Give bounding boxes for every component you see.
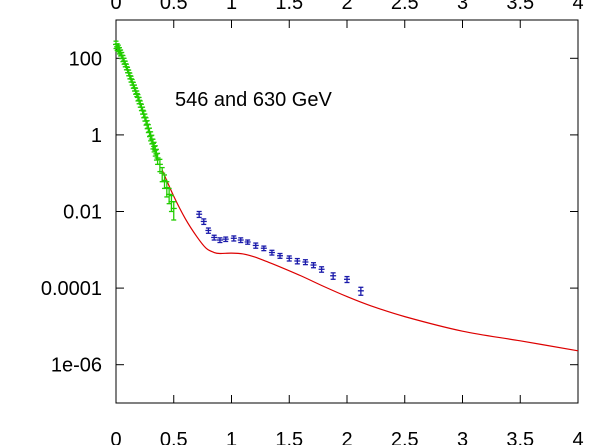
- model-curves: [161, 169, 579, 352]
- y-tick-labels: 100 1 0.01 0.0001 1e-06: [41, 48, 102, 376]
- bottom-x-tick-labels: 0 0.5 1 1.5 2 2.5 3 3.5 4: [110, 429, 583, 445]
- x-tick-label: 2.5: [391, 429, 419, 445]
- x-tick-label: 0.5: [160, 429, 188, 445]
- x-tick-label: 0: [110, 429, 121, 445]
- y-tick-label: 1: [91, 125, 102, 147]
- data-point: [237, 237, 244, 244]
- x-tick-label: 2: [341, 429, 352, 445]
- x-tick-label-top: 3.5: [506, 0, 534, 14]
- tick-marks: [115, 20, 579, 403]
- data-point: [205, 227, 212, 234]
- data-point: [260, 245, 267, 252]
- data-point: [216, 237, 223, 244]
- x-tick-label-top: 1.5: [275, 0, 303, 14]
- data-point: [344, 275, 350, 284]
- top-x-tick-labels: 0 0.5 1 1.5 2 2.5 3 3.5 4: [110, 0, 583, 14]
- model-curve: [161, 169, 579, 352]
- x-tick-label-top: 3: [457, 0, 468, 14]
- x-tick-label: 1: [226, 429, 237, 445]
- y-tick-label: 1e-06: [51, 355, 102, 377]
- data-point: [286, 255, 293, 262]
- data-point: [357, 286, 364, 296]
- y-tick-label: 0.01: [63, 202, 102, 224]
- data-point: [330, 272, 337, 280]
- x-tick-label: 1.5: [275, 429, 303, 445]
- x-tick-label-top: 0.5: [160, 0, 188, 14]
- x-tick-label: 3.5: [506, 429, 534, 445]
- x-tick-label-top: 2: [341, 0, 352, 14]
- x-tick-label-top: 0: [110, 0, 121, 14]
- data-point: [200, 218, 207, 226]
- data-point: [133, 90, 140, 98]
- x-tick-label-top: 1: [226, 0, 237, 14]
- data-point: [318, 266, 325, 273]
- plot-frame: [115, 19, 579, 404]
- x-tick-label-top: 4: [572, 0, 583, 14]
- y-tick-label: 100: [69, 48, 102, 70]
- energy-annotation: 546 and 630 GeV: [175, 89, 332, 111]
- data-point: [222, 236, 229, 243]
- data-point: [244, 239, 251, 245]
- x-tick-label: 4: [572, 429, 583, 445]
- data-point: [211, 234, 218, 241]
- data-point: [196, 210, 203, 219]
- data-point: [170, 201, 177, 221]
- data-point: [277, 252, 284, 259]
- data-points: [113, 40, 364, 296]
- data-point: [294, 257, 301, 265]
- data-point: [230, 235, 237, 242]
- y-tick-label: 0.0001: [41, 278, 102, 300]
- data-point: [310, 262, 317, 269]
- x-tick-label-top: 2.5: [391, 0, 419, 14]
- data-point: [268, 249, 275, 256]
- data-point: [252, 242, 259, 249]
- x-tick-label: 3: [457, 429, 468, 445]
- data-point: [302, 259, 309, 266]
